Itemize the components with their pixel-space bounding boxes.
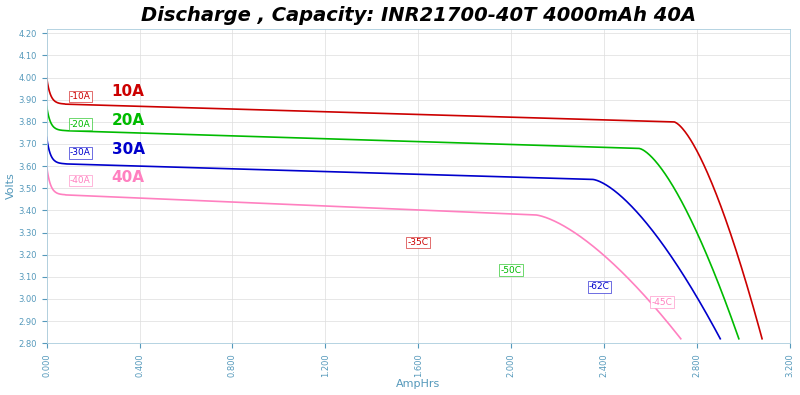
Text: -30A: -30A: [70, 149, 90, 157]
Text: 10A: 10A: [112, 85, 145, 100]
Text: -40A: -40A: [70, 176, 90, 185]
Text: -35C: -35C: [408, 238, 429, 247]
Text: -45C: -45C: [652, 298, 673, 307]
X-axis label: AmpHrs: AmpHrs: [396, 380, 441, 389]
Y-axis label: Volts: Volts: [6, 173, 15, 199]
Text: -50C: -50C: [501, 266, 522, 275]
Text: -10A: -10A: [70, 92, 90, 101]
Text: -62C: -62C: [589, 282, 610, 291]
Text: 30A: 30A: [112, 142, 145, 157]
Text: 20A: 20A: [112, 113, 145, 128]
Title: Discharge , Capacity: INR21700-40T 4000mAh 40A: Discharge , Capacity: INR21700-40T 4000m…: [141, 6, 696, 24]
Text: 40A: 40A: [112, 170, 145, 185]
Text: -20A: -20A: [70, 120, 90, 128]
